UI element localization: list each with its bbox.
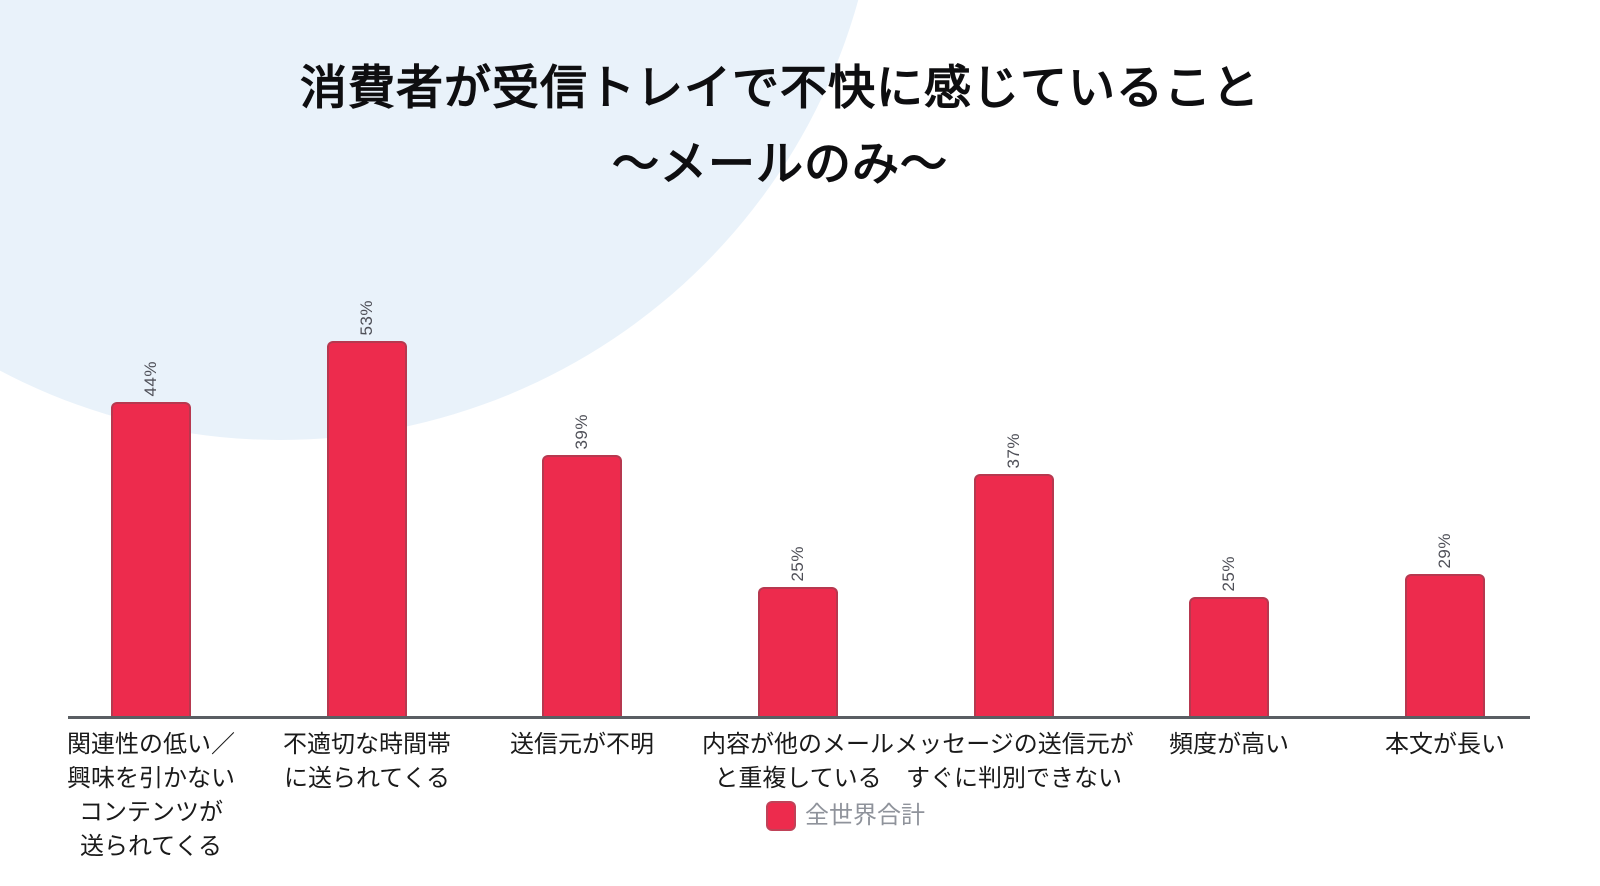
bar-group: 25%	[688, 546, 908, 718]
bar-value-label: 53%	[357, 300, 376, 336]
bar	[974, 474, 1054, 718]
bar	[758, 587, 838, 718]
category-label: 本文が長い	[1385, 731, 1505, 758]
category-label: 関連性の低い／ 興味を引かない コンテンツが 送られてくる	[67, 731, 235, 860]
category-label: 内容が他のメール と重複している	[702, 731, 894, 792]
bar-value-label: 39%	[572, 414, 591, 450]
bar-group: 44%	[41, 361, 261, 718]
bar	[327, 341, 407, 718]
bar-value-label: 25%	[788, 546, 807, 582]
bar	[542, 455, 622, 718]
chart-title-line2: ～メールのみ～	[612, 137, 948, 190]
bar-value-label: 44%	[141, 361, 160, 397]
legend-label: 全世界合計	[805, 802, 925, 829]
bar	[111, 402, 191, 718]
category-label: 不適切な時間帯 に送られてくる	[283, 731, 451, 792]
bar-group: 29%	[1335, 533, 1555, 718]
bar-group: 25%	[1119, 556, 1339, 718]
bar-value-label: 25%	[1219, 556, 1238, 592]
chart-title-line1: 消費者が受信トレイで不快に感じていること	[300, 61, 1260, 114]
category-label: 送信元が不明	[510, 731, 654, 758]
bar-group: 53%	[257, 300, 477, 718]
bar	[1405, 574, 1485, 718]
bar-value-label: 29%	[1435, 533, 1454, 569]
category-label: 頻度が高い	[1169, 731, 1289, 758]
legend: 全世界合計	[766, 801, 925, 831]
legend-swatch-icon	[766, 801, 796, 831]
category-label: メッセージの送信元が すぐに判別できない	[894, 731, 1134, 792]
bar-value-label: 37%	[1004, 433, 1023, 469]
bar-group: 39%	[472, 414, 692, 718]
bar	[1189, 597, 1269, 718]
bar-group: 37%	[904, 433, 1124, 718]
x-axis-line	[68, 716, 1530, 719]
chart-title: 消費者が受信トレイで不快に感じていること ～メールのみ～	[0, 50, 1560, 202]
